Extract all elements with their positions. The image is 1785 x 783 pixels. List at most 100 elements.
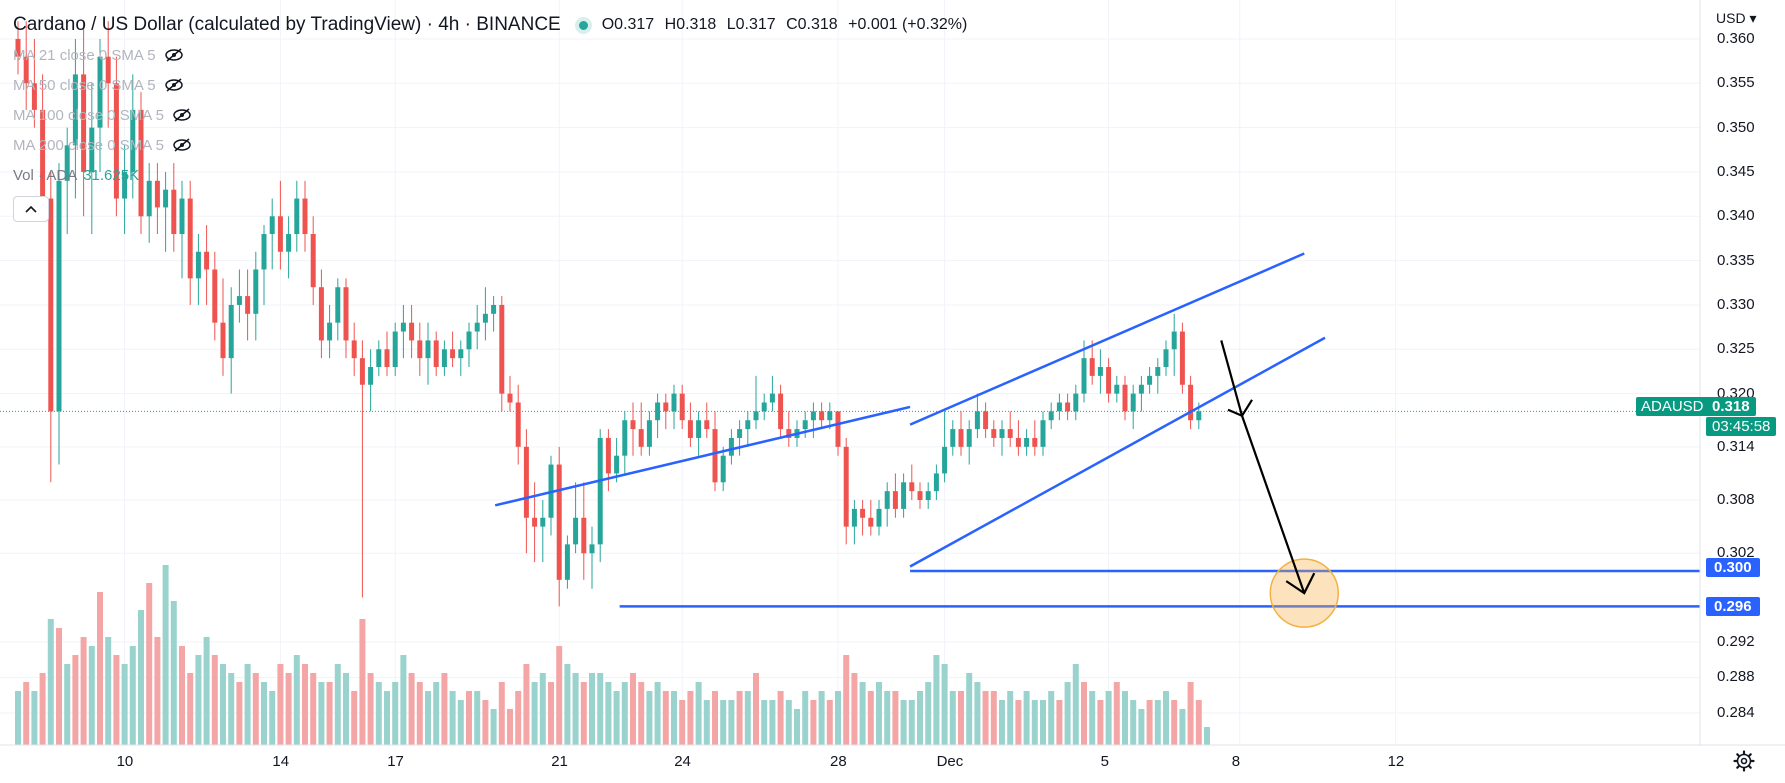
volume-bar [433,682,440,745]
candle-body [171,189,177,235]
date-tick-label: 12 [1387,753,1405,770]
volume-bar [867,691,874,745]
volume-bar [138,610,144,745]
candle-body [892,491,898,509]
candle-body [204,251,210,270]
candle-body [220,322,226,359]
symbol-title[interactable]: Cardano / US Dollar (calculated by Tradi… [13,14,561,35]
volume-bar [982,691,989,745]
candle-body [786,429,792,438]
candle-body [212,269,218,323]
candle-body [597,437,603,545]
candle-body [236,296,242,305]
hidden-eye-icon[interactable] [172,138,192,152]
candle-body [261,234,267,270]
volume-bar [72,655,79,745]
candle-body [1032,437,1038,447]
volume-bar [1089,691,1096,745]
countdown-tag: 03:45:58 [1706,417,1777,436]
level-tag-0296: 0.296 [1706,597,1760,616]
volume-bar [679,700,686,745]
volume-bar [367,673,374,745]
candle-body [450,349,456,359]
volume-bar [777,691,784,745]
volume-bar [539,673,546,745]
currency-selector[interactable]: USD ▾ [1716,10,1756,27]
candle-body [532,517,538,527]
hidden-eye-icon[interactable] [172,108,192,122]
volume-bar [334,664,341,745]
volume-bar [277,664,284,745]
candle-body [269,216,275,235]
indicator-volume[interactable]: Vol · ADA 31.625K [13,160,973,190]
volume-bar [425,691,431,745]
candle-body [253,269,259,314]
price-tick-label: 0.335 [1717,251,1755,269]
price-tick-label: 0.350 [1717,118,1755,136]
candle-body [105,56,111,84]
volume-bar [211,655,218,745]
volume-bar [941,664,948,745]
trendline-upper-channel [909,252,1305,426]
candle-body [712,429,718,483]
volume-bar [441,673,448,745]
volume-bar [269,691,276,745]
volume-bar [785,700,792,745]
candle-body [400,322,406,332]
volume-bar [15,691,21,745]
candle-body [1007,429,1013,438]
candle-body [679,393,685,421]
candle-body [466,331,472,350]
volume-bar [859,682,866,745]
candle-body [589,544,595,554]
volume-bar [285,673,292,745]
candle-body [368,367,374,385]
candle-body [753,411,759,421]
date-tick-label: 14 [272,753,290,770]
trendline-lower-channel-1 [494,405,911,507]
volume-bar [564,664,571,745]
collapse-legend-button[interactable] [13,196,49,222]
volume-bar [88,646,95,745]
candle-body [154,180,160,208]
indicator-ma50[interactable]: MA 50 close 0 SMA 5 [13,70,973,100]
candle-body [1056,402,1062,412]
candle-body [646,420,652,447]
indicator-ma21[interactable]: MA 21 close 0 SMA 5 [13,40,973,70]
volume-bar [703,700,710,745]
hidden-eye-icon[interactable] [164,78,184,92]
price-tick-label: 0.325 [1717,340,1755,358]
candle-body [1015,437,1021,447]
indicator-ma100[interactable]: MA 100 close 0 SMA 5 [13,100,973,130]
volume-bar [736,691,743,745]
gear-icon[interactable] [1733,750,1755,772]
volume-bar [228,673,235,745]
candle-body [1179,331,1185,385]
volume-bar [548,682,554,745]
volume-bar [1015,700,1022,745]
volume-bar [179,646,185,745]
candle-body [1065,402,1071,412]
candle-body [605,437,611,474]
volume-bar [498,682,505,745]
volume-bar [1179,709,1186,745]
candle-body [843,446,849,527]
candle-body [868,517,874,527]
candle-body [376,349,382,368]
last-price-tag: 0.318 [1706,397,1756,416]
volume-bar [375,682,382,745]
volume-bar [1113,682,1120,745]
volume-bar [1064,682,1071,745]
volume-bar [1007,691,1014,745]
volume-bars [15,565,1210,745]
indicator-ma200[interactable]: MA 200 close 0 SMA 5 [13,130,973,160]
candle-body [302,198,308,235]
volume-bar [851,673,858,745]
volume-bar [999,700,1005,745]
hidden-eye-icon[interactable] [164,48,184,62]
volume-bar [1031,700,1038,745]
volume-bar [170,601,177,745]
candle-body [933,473,939,492]
volume-bar [302,664,308,745]
